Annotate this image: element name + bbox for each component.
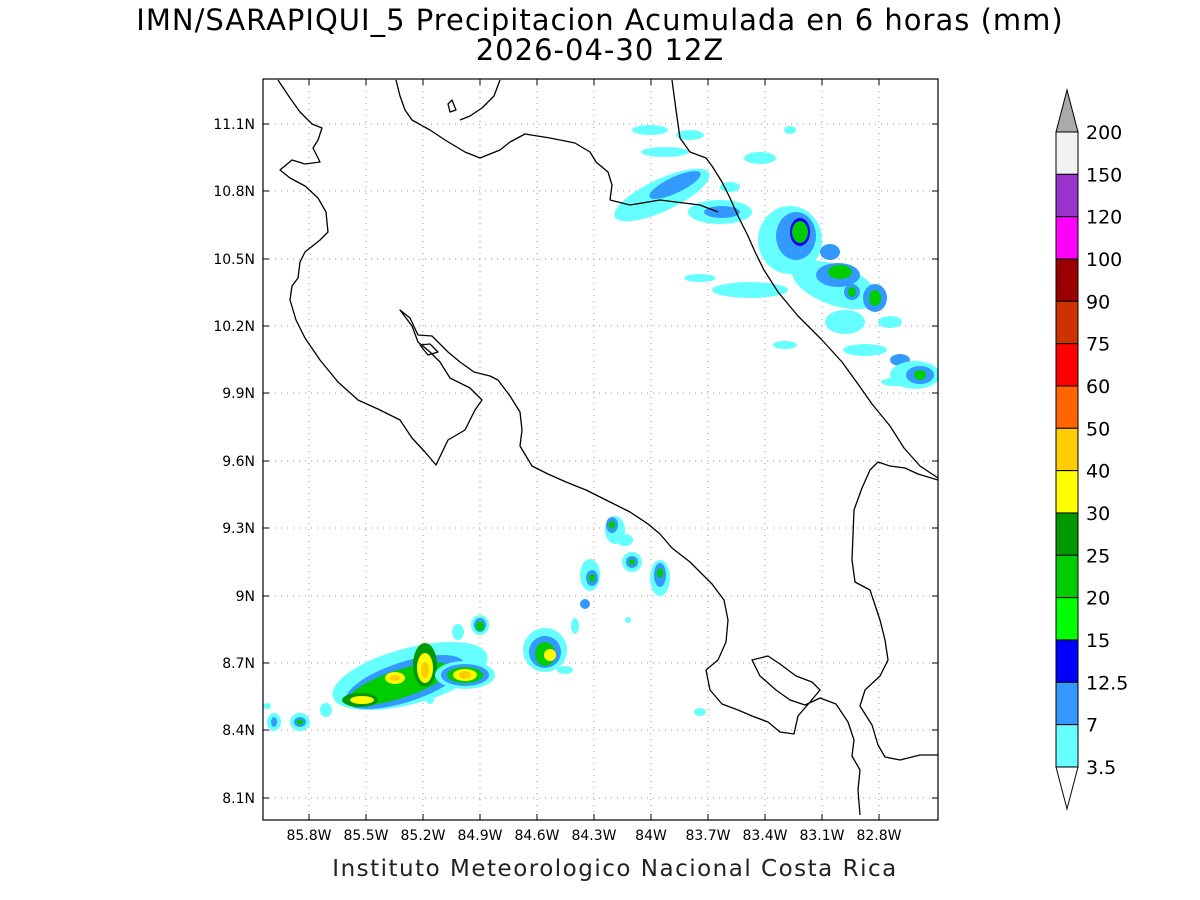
colorbar-swatch: [1055, 554, 1079, 599]
colorbar-label: 20: [1086, 588, 1110, 610]
colorbar-label: 120: [1086, 207, 1122, 229]
border-panama: [851, 461, 938, 761]
lon-tick-label: 85.5W: [343, 828, 388, 844]
lon-tick-label: 84.6W: [514, 828, 559, 844]
map-frame: [262, 78, 939, 821]
colorbar-label: 30: [1086, 503, 1110, 525]
lat-tick-label: 8.1N: [222, 791, 255, 807]
colorbar-swatch: [1055, 385, 1079, 429]
colorbar-label: 3.5: [1086, 757, 1116, 779]
map-title: IMN/SARAPIQUI_5 Precipitacion Acumulada …: [136, 3, 1064, 37]
colorbar-label: 12.5: [1086, 672, 1128, 694]
coastline-caribbean: [671, 79, 938, 479]
lat-tick-label: 9.6N: [222, 454, 255, 470]
lon-tick-label: 85.8W: [286, 828, 331, 844]
map-valid-time: 2026-04-30 12Z: [475, 33, 725, 67]
precip-cluster-pacific: [263, 516, 706, 731]
colorbar-label: 60: [1086, 376, 1110, 398]
lat-tick-label: 9.3N: [222, 521, 255, 537]
lat-tick-label: 9N: [236, 589, 255, 605]
border-nicaragua: [395, 79, 719, 213]
lon-tick-label: 84W: [635, 828, 667, 844]
colorbar-swatch: [1055, 681, 1079, 726]
lat-tick-label: 11.1N: [213, 117, 255, 133]
lon-tick-label: 83.1W: [799, 828, 844, 844]
colorbar-swatch: [1055, 131, 1079, 175]
colorbar-swatch: [1055, 512, 1079, 556]
lon-tick-label: 82.8W: [856, 828, 901, 844]
colorbar-swatch: [1055, 216, 1079, 260]
lat-tick-label: 8.7N: [222, 656, 255, 672]
colorbar-swatch: [1055, 343, 1079, 387]
lon-tick-label: 83.7W: [685, 828, 730, 844]
colorbar-swatch: [1055, 258, 1079, 302]
colorbar-swatch: [1055, 597, 1079, 641]
colorbar-swatch: [1055, 470, 1079, 514]
island-north: [447, 99, 457, 113]
lat-tick-label: 10.2N: [213, 319, 255, 335]
lat-tick-label: 8.4N: [222, 723, 255, 739]
colorbar-cap-bottom: [1055, 766, 1079, 811]
coastline-borders: [277, 79, 938, 816]
colorbar-swatch: [1055, 639, 1079, 683]
colorbar-label: 15: [1086, 630, 1110, 652]
credit-text: Instituto Meteorologico Nacional Costa R…: [332, 856, 898, 882]
colorbar-label: 7: [1086, 715, 1098, 737]
island-gulf-nicoya: [419, 343, 439, 356]
lat-tick-label: 9.9N: [222, 386, 255, 402]
precipitation-field: [263, 125, 938, 731]
colorbar-label: 90: [1086, 291, 1110, 313]
lat-tick-label: 10.8N: [213, 184, 255, 200]
coastline-north-pacific: [277, 79, 861, 816]
colorbar-label: 100: [1086, 249, 1122, 271]
colorbar-label: 25: [1086, 545, 1110, 567]
lon-tick-label: 84.9W: [457, 828, 502, 844]
axis-ticks: 85.8W 85.5W 85.2W 84.9W 84.6W 84.3W 84W 83.7W 83…: [213, 79, 938, 844]
lake-nicaragua-shore: [459, 79, 501, 121]
colorbar-swatch: [1055, 300, 1079, 345]
colorbar-label: 200: [1086, 122, 1122, 144]
colorbar-swatch: [1055, 427, 1079, 472]
colorbar-label: 50: [1086, 418, 1110, 440]
colorbar-label: 40: [1086, 461, 1110, 483]
colorbar-label: 150: [1086, 164, 1122, 186]
colorbar-legend: 200 150 120 100 90 75 60 50 40 30 25 20 15 12.5 7 3.5: [1055, 88, 1128, 811]
lat-tick-label: 10.5N: [213, 252, 255, 268]
colorbar-label: 75: [1086, 334, 1110, 356]
colorbar-swatch: [1055, 724, 1079, 768]
lon-tick-label: 83.4W: [742, 828, 787, 844]
colorbar-cap-top: [1055, 88, 1079, 133]
lon-tick-label: 85.2W: [400, 828, 445, 844]
lon-tick-label: 84.3W: [571, 828, 616, 844]
colorbar-swatch: [1055, 173, 1079, 218]
precip-cluster-caribbean: [614, 125, 938, 389]
